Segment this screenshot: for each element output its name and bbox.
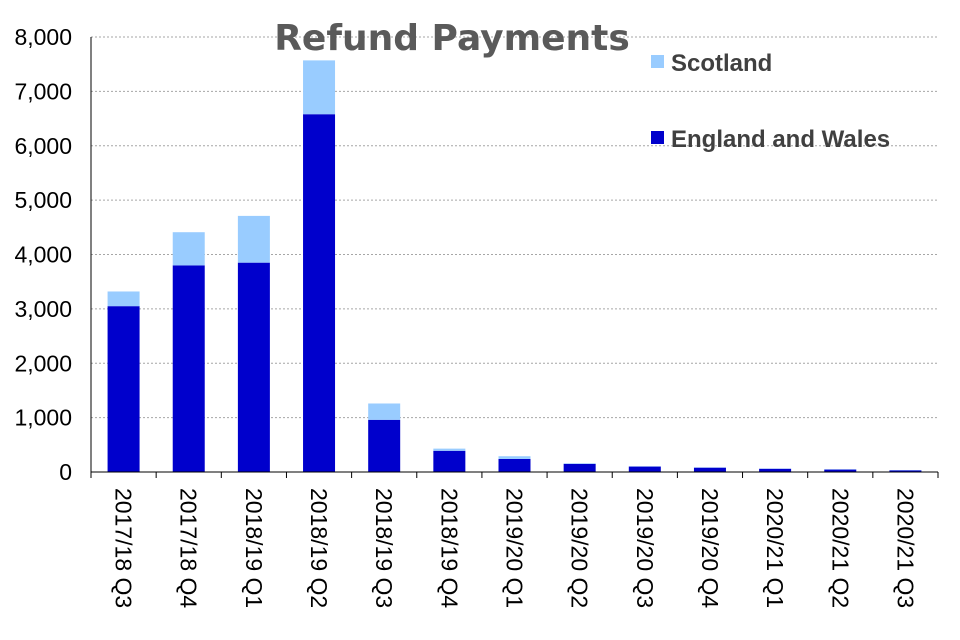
bar-england-and-wales (498, 458, 531, 472)
bars (107, 60, 922, 473)
legend-swatch-england-and-wales (651, 131, 664, 144)
y-tick-label: 1,000 (14, 405, 72, 431)
bar-england-and-wales (107, 306, 140, 472)
bar-england-and-wales (368, 419, 401, 472)
bar-scotland (172, 232, 205, 266)
x-category-label: 2020/21 Q1 (762, 488, 788, 608)
legend-swatch-scotland (651, 55, 664, 68)
bar-england-and-wales (433, 450, 466, 472)
y-tick-label: 8,000 (14, 24, 72, 50)
x-category-label: 2019/20 Q1 (502, 488, 528, 608)
x-category-label: 2018/19 Q1 (241, 488, 267, 608)
legend: Scotland England and Wales (651, 50, 890, 153)
bar-england-and-wales (824, 469, 857, 472)
y-tick-label: 0 (59, 459, 72, 485)
legend-label-england-and-wales: England and Wales (671, 126, 890, 153)
x-category-label: 2018/19 Q4 (436, 488, 462, 608)
x-category-label: 2018/19 Q2 (306, 488, 332, 608)
x-category-label: 2017/18 Q4 (176, 488, 202, 608)
bar-scotland (498, 456, 531, 459)
x-category-label: 2019/20 Q4 (697, 488, 723, 608)
x-category-label: 2017/18 Q3 (111, 488, 137, 608)
x-category-label: 2018/19 Q3 (371, 488, 397, 608)
bar-england-and-wales (563, 463, 596, 472)
bar-scotland (237, 215, 270, 263)
legend-label-scotland: Scotland (671, 50, 772, 77)
bar-england-and-wales (237, 262, 270, 472)
y-tick-label: 7,000 (14, 78, 72, 104)
x-category-label: 2020/21 Q2 (827, 488, 853, 608)
bar-scotland (433, 448, 466, 451)
bar-scotland (303, 60, 336, 115)
bar-england-and-wales (172, 265, 205, 472)
x-category-labels: 2017/18 Q3 2017/18 Q4 2018/19 Q1 2018/19 Q2… (111, 488, 919, 608)
x-category-label: 2020/21 Q3 (892, 488, 918, 608)
y-tick-label: 2,000 (14, 350, 72, 376)
x-category-label: 2019/20 Q3 (632, 488, 658, 608)
y-tick-label: 6,000 (14, 133, 72, 159)
bar-england-and-wales (759, 468, 792, 472)
y-tick-label: 5,000 (14, 187, 72, 213)
bar-scotland (563, 463, 596, 464)
bar-england-and-wales (303, 114, 336, 473)
bar-england-and-wales (693, 467, 726, 472)
y-tick-label: 4,000 (14, 242, 72, 268)
bar-england-and-wales (889, 470, 922, 472)
y-tick-labels: 0 1,000 2,000 3,000 4,000 5,000 6,000 7,000 8,00… (14, 24, 72, 485)
bar-england-and-wales (628, 466, 661, 472)
bar-scotland (107, 291, 140, 307)
gridlines (91, 36, 938, 419)
y-tick-label: 3,000 (14, 296, 72, 322)
x-category-label: 2019/20 Q2 (567, 488, 593, 608)
axes (90, 37, 939, 478)
chart-title: Refund Payments (274, 18, 630, 59)
bar-scotland (368, 403, 401, 420)
